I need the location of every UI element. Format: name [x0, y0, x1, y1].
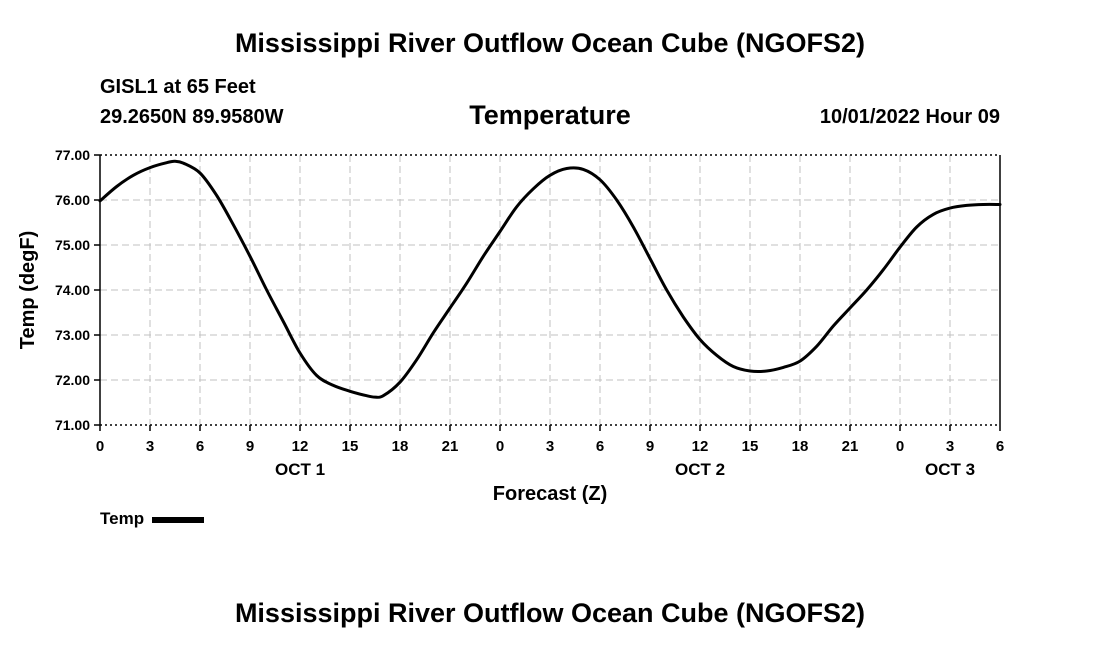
x-tick-label: 9 — [646, 438, 654, 455]
x-tick-label: 21 — [842, 438, 859, 455]
x-tick-label: 6 — [596, 438, 604, 455]
day-label: OCT 3 — [925, 460, 975, 479]
y-tick-label: 74.00 — [55, 282, 90, 298]
footer-title: Mississippi River Outflow Ocean Cube (NG… — [234, 598, 866, 628]
x-tick-label: 3 — [946, 438, 954, 455]
x-tick-label: 6 — [196, 438, 204, 455]
temperature-chart: 0 3 6 9 12 15 18 21 0 3 6 9 12 15 18 21 0 3 6 71.00 72.00 73.… — [17, 147, 1004, 505]
y-tick-label: 77.00 — [55, 147, 90, 163]
station-name: GISL1 at 65 Feet — [100, 76, 256, 98]
x-tick-label: 12 — [692, 438, 709, 455]
x-tick-label: 3 — [546, 438, 554, 455]
series-line-temp — [98, 159, 1002, 399]
x-tick-label: 9 — [246, 438, 254, 455]
x-tick-label: 0 — [496, 438, 504, 455]
axes — [94, 154, 1001, 431]
x-tick-label: 18 — [392, 438, 409, 455]
x-tick-label: 0 — [96, 438, 104, 455]
x-tick-label: 3 — [146, 438, 154, 455]
y-tick-label: 72.00 — [55, 372, 90, 388]
main-title: Mississippi River Outflow Ocean Cube (NG… — [234, 28, 866, 58]
x-tick-label: 15 — [742, 438, 759, 455]
run-time: 10/01/2022 Hour 09 — [819, 106, 1000, 128]
day-label: OCT 2 — [675, 460, 725, 479]
legend-line-swatch — [152, 517, 205, 523]
grid — [100, 155, 1000, 425]
y-tick-label: 76.00 — [55, 192, 90, 208]
x-axis-title: Forecast (Z) — [493, 483, 607, 505]
x-tick-label: 21 — [442, 438, 459, 455]
labels: 0 3 6 9 12 15 18 21 0 3 6 9 12 15 18 21 0 3 6 71.00 72.00 73.… — [17, 147, 1004, 505]
station-coordinates: 29.2650N 89.9580W — [100, 106, 284, 128]
x-tick-label: 15 — [342, 438, 359, 455]
y-tick-label: 71.00 — [55, 417, 90, 433]
x-tick-label: 18 — [792, 438, 809, 455]
x-tick-label: 0 — [896, 438, 904, 455]
x-tick-label: 12 — [292, 438, 309, 455]
y-tick-label: 73.00 — [55, 327, 90, 343]
series-layer — [98, 159, 1002, 399]
day-label: OCT 1 — [275, 460, 325, 479]
x-tick-label: 6 — [996, 438, 1004, 455]
y-tick-label: 75.00 — [55, 237, 90, 253]
parameter-title: Temperature — [469, 100, 631, 130]
legend-label: Temp — [100, 509, 145, 528]
legend: Temp — [100, 509, 205, 529]
y-axis-title: Temp (degF) — [17, 231, 39, 350]
